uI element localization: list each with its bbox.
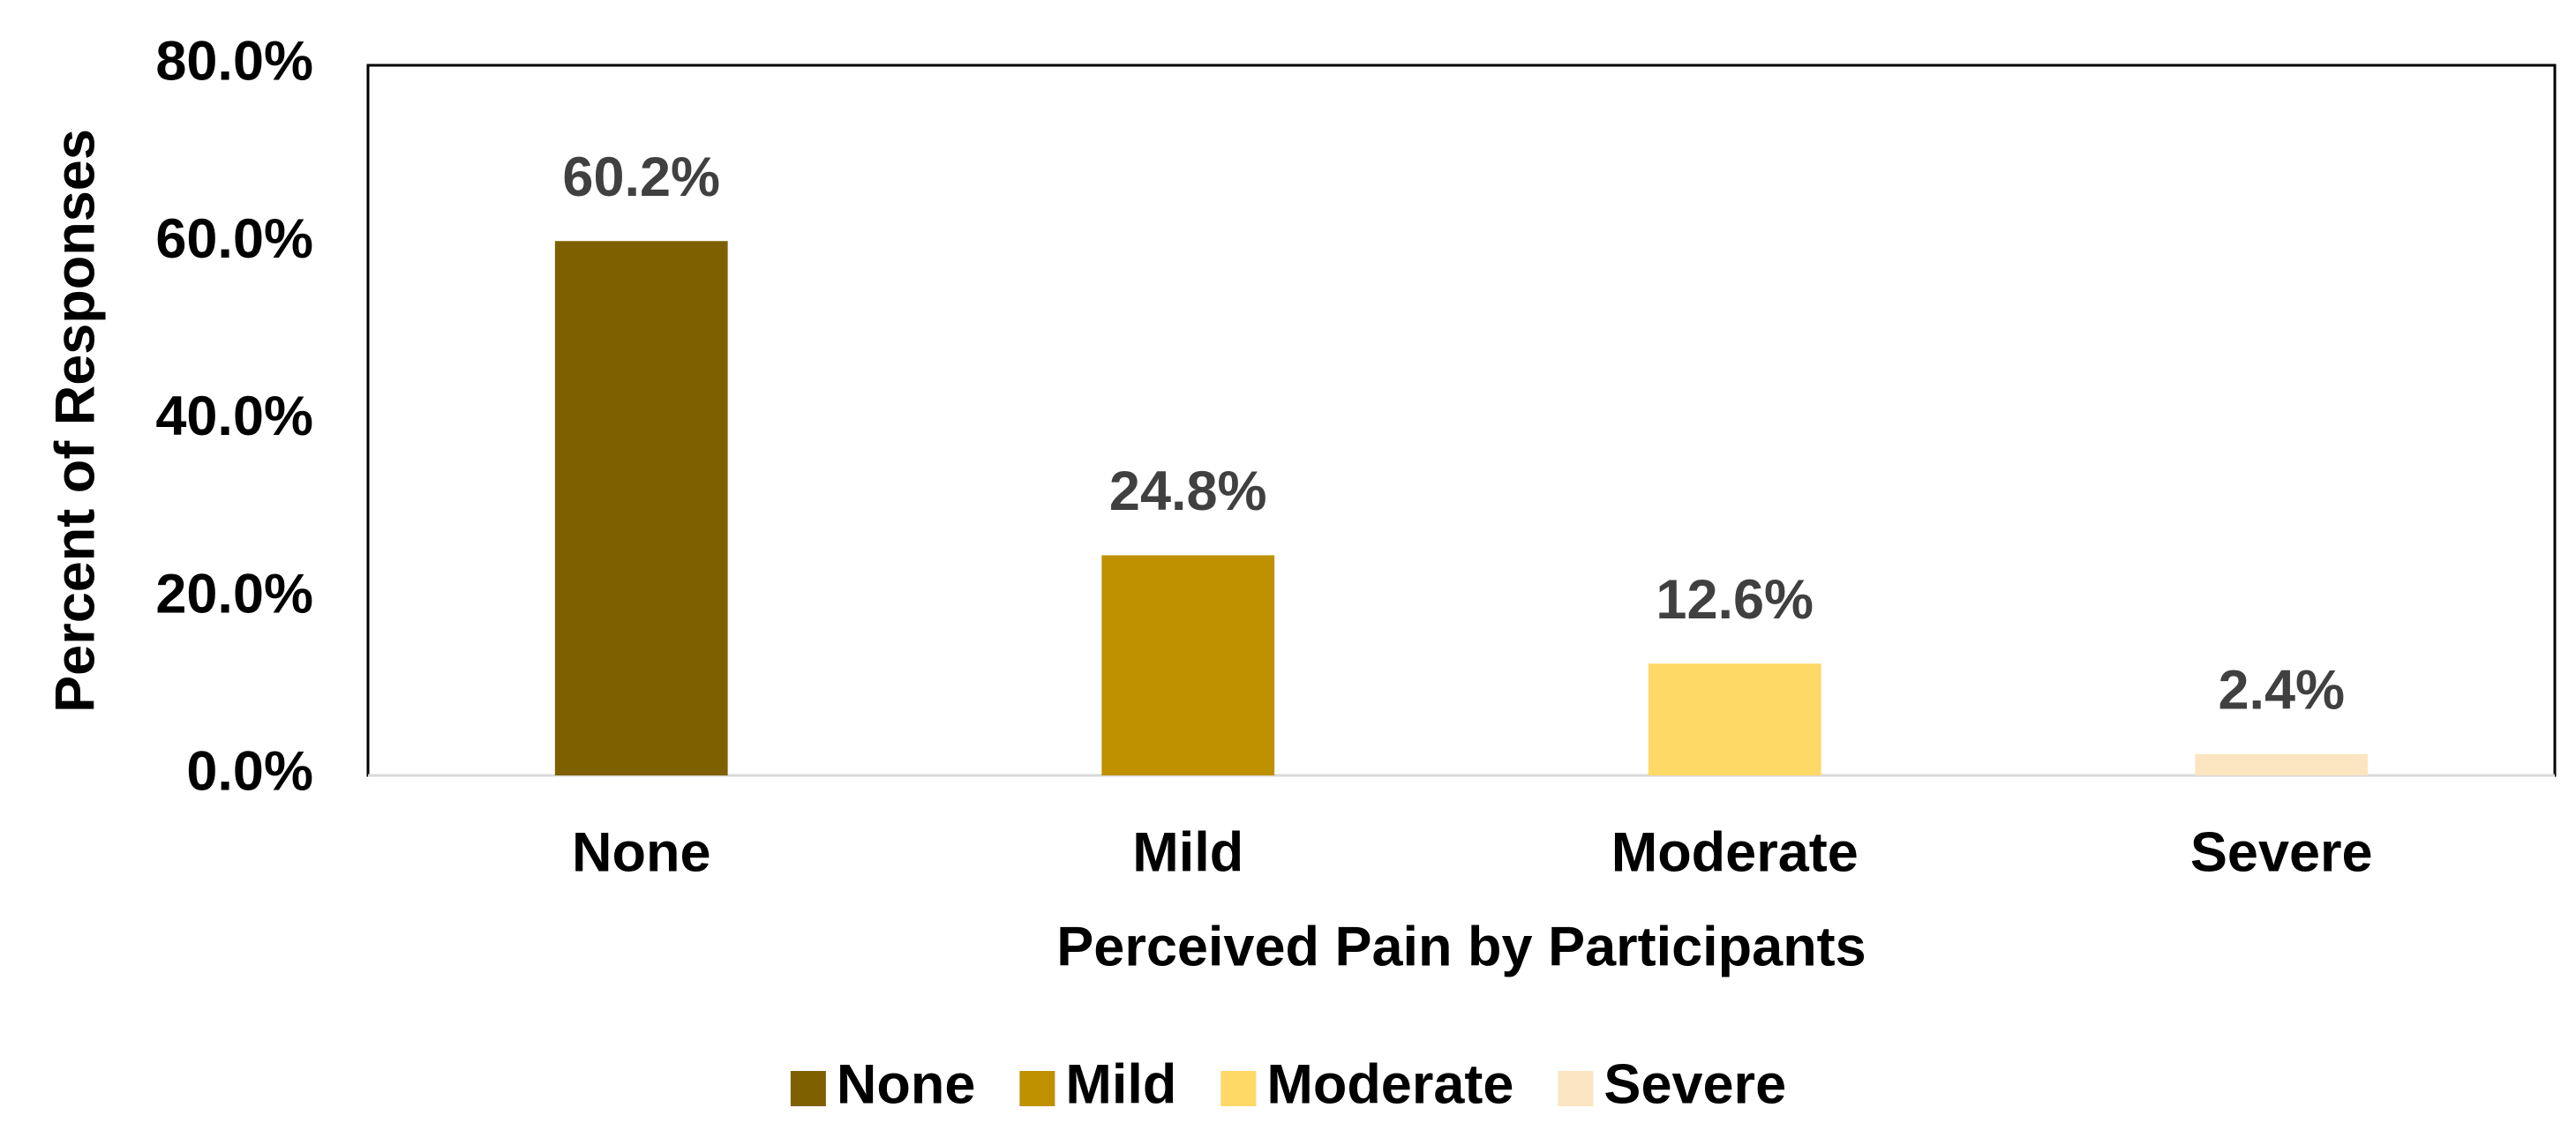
legend-label: Mild: [1065, 1054, 1176, 1116]
bar: [554, 241, 728, 775]
bar: [1101, 555, 1275, 775]
y-tick-label: 20.0%: [155, 563, 313, 625]
value-label: 24.8%: [1109, 460, 1267, 522]
value-label: 2.4%: [2218, 659, 2345, 721]
x-tick-label: None: [572, 822, 711, 884]
y-axis-title: Percent of Responses: [45, 129, 107, 713]
legend-swatch: [1220, 1071, 1257, 1106]
legend-label: Moderate: [1266, 1054, 1513, 1116]
legend: None Mild Moderate Severe: [790, 1054, 1786, 1116]
legend-label: Severe: [1603, 1054, 1786, 1116]
legend-swatch: [1558, 1071, 1594, 1106]
x-tick-label: Severe: [2190, 822, 2373, 884]
bar: [1648, 663, 1821, 775]
y-tick-label: 80.0%: [155, 31, 313, 93]
value-label: 60.2%: [562, 146, 720, 208]
y-tick-label: 60.0%: [155, 208, 313, 270]
y-tick-label: 40.0%: [155, 386, 313, 447]
legend-swatch: [1019, 1071, 1055, 1106]
y-tick-label: 0.0%: [186, 741, 313, 803]
x-tick-label: Moderate: [1611, 822, 1859, 884]
legend-swatch: [790, 1071, 826, 1106]
value-label: 12.6%: [1656, 569, 1814, 631]
legend-label: None: [837, 1054, 976, 1116]
x-tick-label: Mild: [1132, 822, 1243, 884]
x-axis-title: Perceived Pain by Participants: [1056, 917, 1866, 978]
bar: [2195, 753, 2369, 775]
